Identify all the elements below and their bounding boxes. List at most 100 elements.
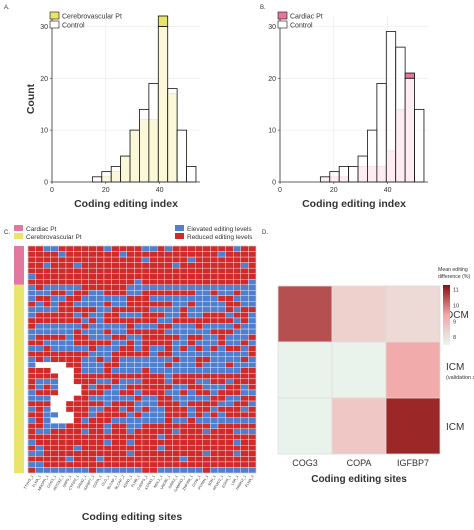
heatmap-c-cell: [210, 456, 219, 463]
heatmap-c-cell: [50, 445, 59, 452]
heatmap-c-cell: [157, 245, 165, 252]
heatmap-c-cell: [119, 301, 127, 308]
heatmap-c-cell: [134, 445, 143, 452]
heatmap-c-cell: [210, 245, 219, 252]
heatmap-c-cell: [195, 456, 203, 463]
heatmap-c-cell: [119, 351, 127, 357]
heatmap-c-cell: [240, 450, 249, 457]
heatmap-c-cell: [233, 362, 241, 368]
heatmap-c-cell: [43, 395, 51, 402]
heatmap-c-cell: [195, 290, 203, 297]
heatmap-c-cell: [195, 367, 203, 374]
heatmap-c-cell: [88, 262, 97, 269]
heatmap-c-cell: [43, 378, 51, 385]
heatmap-c-cell: [149, 461, 158, 468]
heatmap-c-cell: [187, 351, 196, 357]
heatmap-c-cell: [81, 389, 89, 396]
heatmap-c-cell: [111, 439, 120, 446]
heatmap-c-cell: [217, 267, 226, 274]
heatmap-c-cell: [172, 373, 181, 380]
heatmap-c-cell: [149, 367, 158, 374]
heatmap-c-cell: [134, 439, 143, 446]
heatmap-c-cell: [233, 411, 241, 418]
heatmap-c-cell: [157, 284, 165, 291]
heatmap-c-cell: [134, 406, 143, 413]
heatmap-c-cell: [187, 328, 196, 335]
heatmap-c-cell: [217, 411, 226, 418]
heatmap-c-cell: [119, 378, 127, 385]
heatmap-c-cell: [202, 290, 211, 297]
heatmap-c-cell: [240, 389, 249, 396]
heatmap-c-cell: [233, 417, 241, 424]
heatmap-c-cell: [179, 323, 188, 330]
heatmap-c-cell: [50, 334, 59, 341]
heatmap-c-cell: [187, 456, 196, 463]
heatmap-c-cell: [195, 262, 203, 269]
heatmap-c-cell: [43, 256, 51, 263]
heatmap-c-cell: [111, 306, 120, 313]
heatmap-c-cell: [65, 450, 74, 457]
heatmap-c-cell: [157, 295, 165, 302]
heatmap-c-cell: [88, 422, 97, 429]
heatmap-c-col-label: NEIL1_1: [153, 475, 163, 489]
heatmap-c-cell: [187, 400, 196, 407]
heatmap-c-cell: [81, 428, 89, 435]
heatmap-c-cell: [119, 306, 127, 313]
heatmap-c-cell: [134, 373, 143, 380]
heatmap-c-cell: [65, 256, 74, 263]
heatmap-c-cell: [58, 267, 67, 274]
heatmap-c-cell: [73, 417, 82, 424]
heatmap-c-cell: [233, 356, 241, 363]
heatmap-c-cell: [248, 362, 257, 368]
heatmap-c-col-label: PTPRN_1: [197, 475, 209, 491]
heatmap-c-cell: [50, 411, 59, 418]
heatmap-c-cell: [179, 378, 188, 385]
heatmap-c-cell: [103, 267, 112, 274]
heatmap-c-cell: [27, 389, 36, 396]
heatmap-c-cell: [43, 450, 51, 457]
heatmap-c-cell: [172, 251, 181, 258]
heatmap-c-cell: [164, 351, 173, 357]
heatmap-c-cell: [81, 262, 89, 269]
heatmap-d-xlabel: Coding editing sites: [311, 474, 407, 485]
heatmap-c-cell: [81, 461, 89, 468]
heatmap-c-cell: [240, 345, 249, 352]
heatmap-c-cell: [65, 456, 74, 463]
heatmap-c-cell: [58, 373, 67, 380]
heatmap-c-cell: [27, 461, 36, 468]
heatmap-c-cell: [134, 328, 143, 335]
heatmap-c-cell: [27, 295, 36, 302]
heatmap-c-cell: [81, 301, 89, 308]
heatmap-c-cell: [248, 434, 257, 440]
heatmap-c-col-label: CCNI_1: [192, 475, 202, 488]
heatmap-c-cell: [202, 345, 211, 352]
heatmap-d-row-label: ICM: [446, 362, 464, 373]
heatmap-c-cell: [35, 428, 44, 435]
heatmap-c-cell: [35, 290, 44, 297]
heatmap-c-cell: [149, 434, 158, 440]
heatmap-c-cell: [195, 351, 203, 357]
heatmap-c-cell: [88, 284, 97, 291]
heatmap-c-cell: [50, 356, 59, 363]
heatmap-c-cell: [58, 323, 67, 330]
heatmap-c-cell: [240, 400, 249, 407]
heatmap-c-cell: [172, 339, 181, 346]
heatmap-c-cell: [149, 273, 158, 280]
heatmap-c-cell: [43, 389, 51, 396]
heatmap-c-cell: [134, 389, 143, 396]
heatmap-c-legend-label-reduced: Reduced editing levels: [187, 234, 253, 241]
heatmap-c-cell: [141, 400, 150, 407]
heatmap-c-cell: [210, 284, 219, 291]
heatmap-c-cell: [179, 400, 188, 407]
heatmap-c-cell: [187, 301, 196, 308]
heatmap-c-cell: [233, 345, 241, 352]
panel-a-legend-label-control: Control: [62, 23, 85, 30]
heatmap-c-cell: [96, 279, 105, 285]
heatmap-c-cell: [111, 351, 120, 357]
heatmap-c-cell: [81, 306, 89, 313]
heatmap-c-cell: [240, 351, 249, 357]
heatmap-c-cell: [172, 362, 181, 368]
heatmap-c-cell: [27, 422, 36, 429]
heatmap-c-cell: [81, 273, 89, 280]
heatmap-c-cell: [141, 290, 150, 297]
